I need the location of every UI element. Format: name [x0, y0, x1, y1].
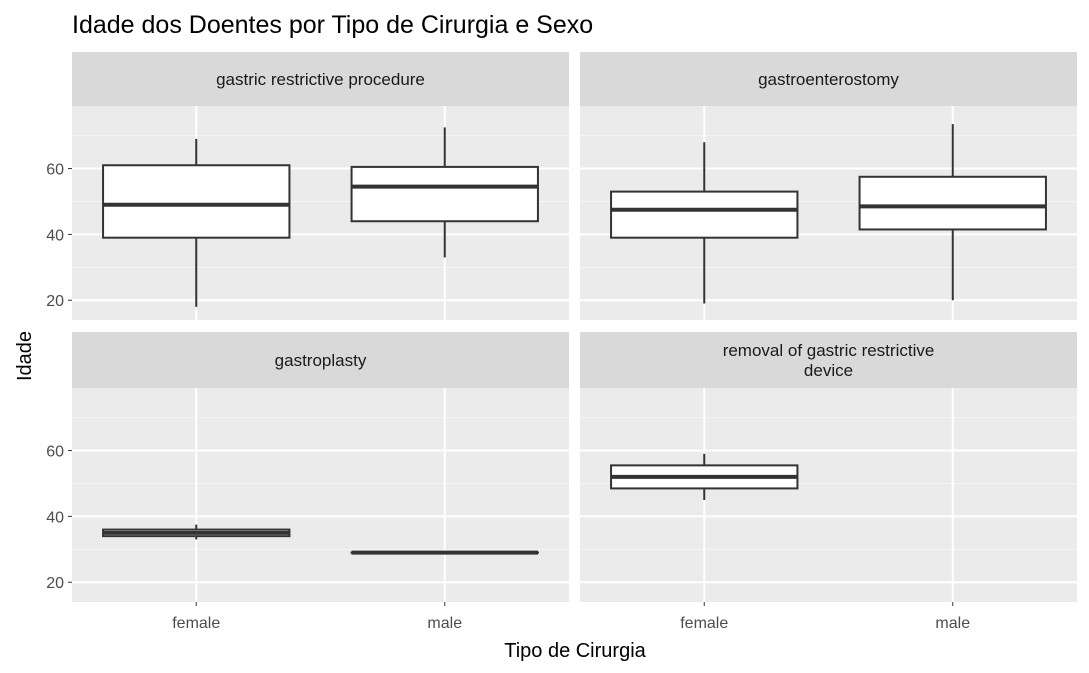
box-iqr — [610, 190, 799, 239]
y-tick-label: 60 — [46, 162, 64, 179]
facet-panel: gastric restrictive procedure 20 40 60 — [46, 52, 569, 320]
boxplot-female — [102, 138, 291, 307]
facet-strip-label: gastroplasty — [275, 351, 367, 370]
x-axis-title: Tipo de Cirurgia — [504, 640, 646, 662]
y-tick-label: 40 — [46, 227, 64, 244]
box-iqr — [858, 175, 1047, 231]
facet-strip-label: device — [804, 361, 853, 380]
facet-strip — [580, 332, 1077, 388]
boxplot-male — [350, 127, 539, 258]
y-axis-title: Idade — [14, 331, 36, 381]
facet-panel: gastroplasty 20 40 60 female male — [46, 332, 569, 632]
box-iqr — [102, 164, 291, 239]
facet-strip-label: removal of gastric restrictive — [723, 341, 935, 360]
y-tick-label: 20 — [46, 293, 64, 310]
facet-panel: gastroenterostomy — [580, 52, 1077, 320]
y-tick-label: 60 — [46, 444, 64, 461]
x-tick-label: female — [172, 615, 220, 632]
boxplot-female — [102, 524, 291, 540]
facet-panels: gastric restrictive procedure204060gastr… — [46, 52, 1077, 632]
y-tick-label: 40 — [46, 509, 64, 526]
chart-title: Idade dos Doentes por Tipo de Cirurgia e… — [72, 11, 593, 39]
panel-background — [72, 388, 569, 602]
panel-background — [580, 388, 1077, 602]
facet-strip — [72, 332, 569, 388]
facet-strip — [580, 52, 1077, 106]
box-iqr — [350, 165, 539, 223]
facet-strip — [72, 52, 569, 106]
boxplot-female — [610, 142, 799, 304]
x-tick-label: male — [935, 615, 970, 632]
boxplot-female — [610, 453, 799, 500]
x-tick-label: female — [680, 615, 728, 632]
x-tick-label: male — [427, 615, 462, 632]
y-tick-label: 20 — [46, 575, 64, 592]
boxplot-male — [858, 124, 1047, 301]
facet-strip-label: gastroenterostomy — [758, 70, 899, 89]
facet-strip-label: gastric restrictive procedure — [216, 70, 425, 89]
